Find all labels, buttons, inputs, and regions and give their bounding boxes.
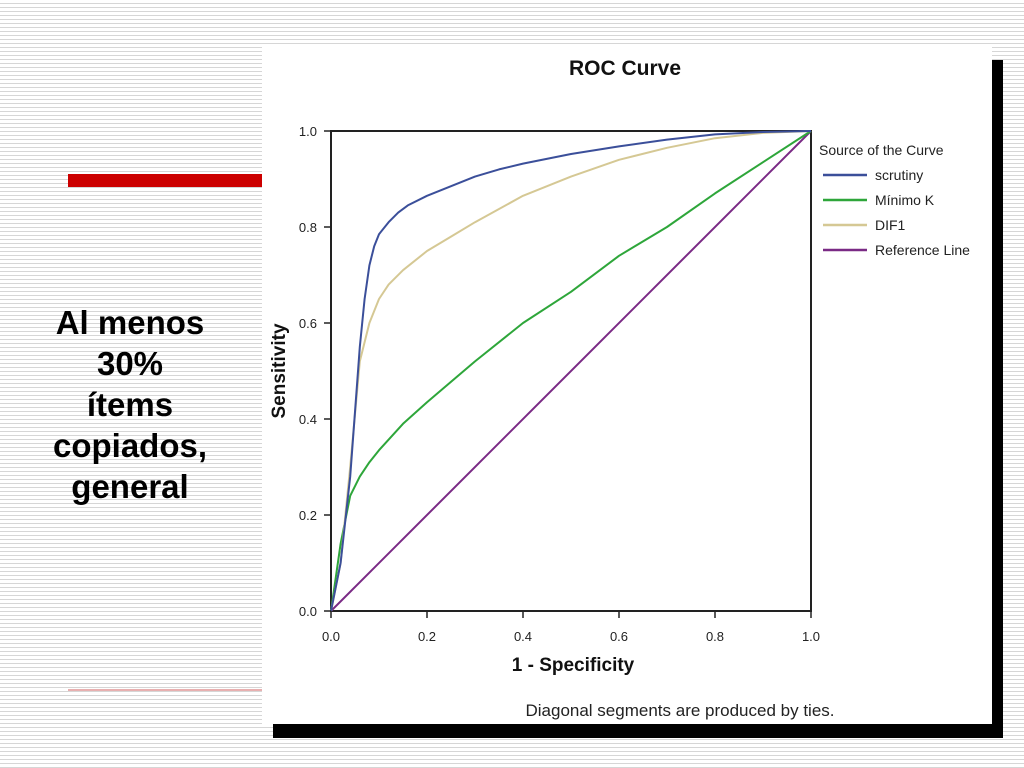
y-tick-label: 1.0	[299, 124, 317, 139]
slide-title: Al menos 30% ítems copiados, general	[52, 304, 208, 505]
y-tick-label: 0.2	[299, 508, 317, 523]
axes-layer: 0.0 0.2 0.4 0.6 0.8 1.0 0.0 0.2 0.4 0.6 0.8 1.0	[299, 124, 820, 644]
legend-label: Reference Line	[875, 242, 970, 258]
y-tick-label: 0.4	[299, 412, 317, 427]
x-tick-label: 1.0	[802, 629, 820, 644]
x-tick-label: 0.4	[514, 629, 532, 644]
x-axis-label: 1 - Specificity	[512, 655, 635, 676]
series-line-scrutiny	[330, 130, 812, 612]
y-tick-label: 0.0	[299, 604, 317, 619]
chart-panel: ROC Curve 0.0 0.2 0.4 0.6 0.8 1.0 0.0 0.2 0.4 0.6…	[262, 46, 992, 724]
accent-rule	[68, 689, 262, 691]
panel-shadow-right	[992, 60, 1003, 738]
plot-frame	[330, 130, 812, 612]
y-tick-label: 0.8	[299, 220, 317, 235]
roc-chart: ROC Curve 0.0 0.2 0.4 0.6 0.8 1.0 0.0 0.2 0.4 0.6…	[269, 57, 970, 720]
series-layer	[330, 130, 812, 612]
x-tick-label: 0.2	[418, 629, 436, 644]
x-tick-label: 0.8	[706, 629, 724, 644]
accent-bar	[68, 174, 262, 187]
chart-title: ROC Curve	[569, 57, 681, 80]
legend-title: Source of the Curve	[819, 142, 944, 158]
y-tick-label: 0.6	[299, 316, 317, 331]
chart-footnote: Diagonal segments are produced by ties.	[525, 701, 834, 720]
x-tick-label: 0.6	[610, 629, 628, 644]
legend-label: Mínimo K	[875, 192, 935, 208]
legend: scrutiny Mínimo K DIF1 Reference Line	[823, 167, 970, 258]
legend-label: DIF1	[875, 217, 906, 233]
series-line-minimo-k	[330, 130, 812, 612]
x-tick-label: 0.0	[322, 629, 340, 644]
y-axis-label: Sensitivity	[269, 323, 290, 418]
series-line-reference-line	[330, 130, 812, 612]
legend-label: scrutiny	[875, 167, 923, 183]
panel-shadow-bottom	[273, 724, 1003, 738]
